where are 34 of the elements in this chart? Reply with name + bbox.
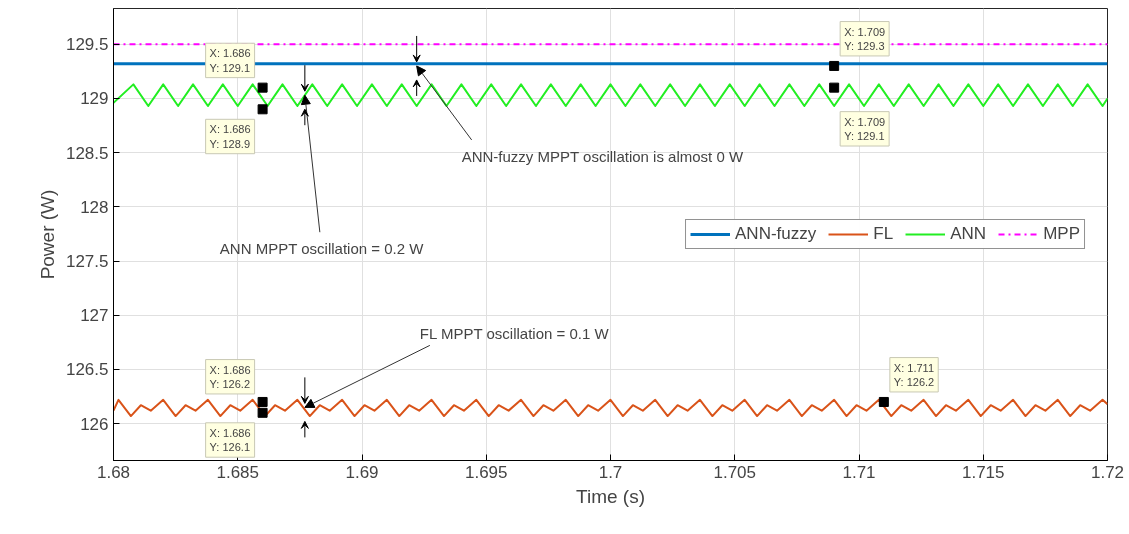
y-tick-label: 128 xyxy=(80,197,109,217)
x-tick-label: 1.71 xyxy=(842,462,876,482)
y-tick-label: 129.5 xyxy=(65,35,109,55)
annotation: X: 1.709 Y: 129.3 xyxy=(844,25,886,52)
legend-label: FL xyxy=(873,224,894,244)
y-tick-label: 127 xyxy=(80,306,109,326)
annotation: X: 1.686 Y: 129.1 xyxy=(209,47,251,74)
annotation: ANN MPPT oscillation = 0.2 W xyxy=(219,240,425,258)
annotation: X: 1.686 Y: 128.9 xyxy=(209,123,251,150)
y-tick-label: 128.5 xyxy=(65,143,109,163)
y-axis-title: Power (W) xyxy=(36,189,58,280)
y-tick-label: 129 xyxy=(80,89,109,109)
legend-label: ANN-fuzzy xyxy=(735,224,817,244)
line-series xyxy=(113,398,1108,418)
x-tick-label: 1.7 xyxy=(598,462,623,482)
x-tick-label: 1.68 xyxy=(96,462,131,482)
annotation: FL MPPT oscillation = 0.1 W xyxy=(419,325,610,343)
y-tick-label: 126 xyxy=(80,414,109,434)
annotation: X: 1.709 Y: 129.1 xyxy=(844,115,886,143)
y-tick-label: 126.5 xyxy=(65,360,109,380)
x-tick-label: 1.705 xyxy=(713,462,757,482)
x-tick-label: 1.69 xyxy=(345,462,379,482)
x-tick-label: 1.715 xyxy=(961,462,1005,482)
annotation: X: 1.686 Y: 126.2 xyxy=(209,363,251,390)
y-tick-label: 127.5 xyxy=(65,252,109,272)
x-tick-label: 1.695 xyxy=(464,462,508,482)
annotation: X: 1.711 Y: 126.2 xyxy=(893,361,935,388)
x-tick-label: 1.685 xyxy=(216,462,260,482)
x-axis-title: Time (s) xyxy=(576,485,645,507)
annotation: ANN-fuzzy MPPT oscillation is almost 0 W xyxy=(461,147,744,165)
x-tick-label: 1.72 xyxy=(1090,462,1125,482)
legend-label: ANN xyxy=(950,224,987,244)
legend-label: MPP xyxy=(1043,224,1080,244)
annotation: X: 1.686 Y: 126.1 xyxy=(209,426,251,454)
